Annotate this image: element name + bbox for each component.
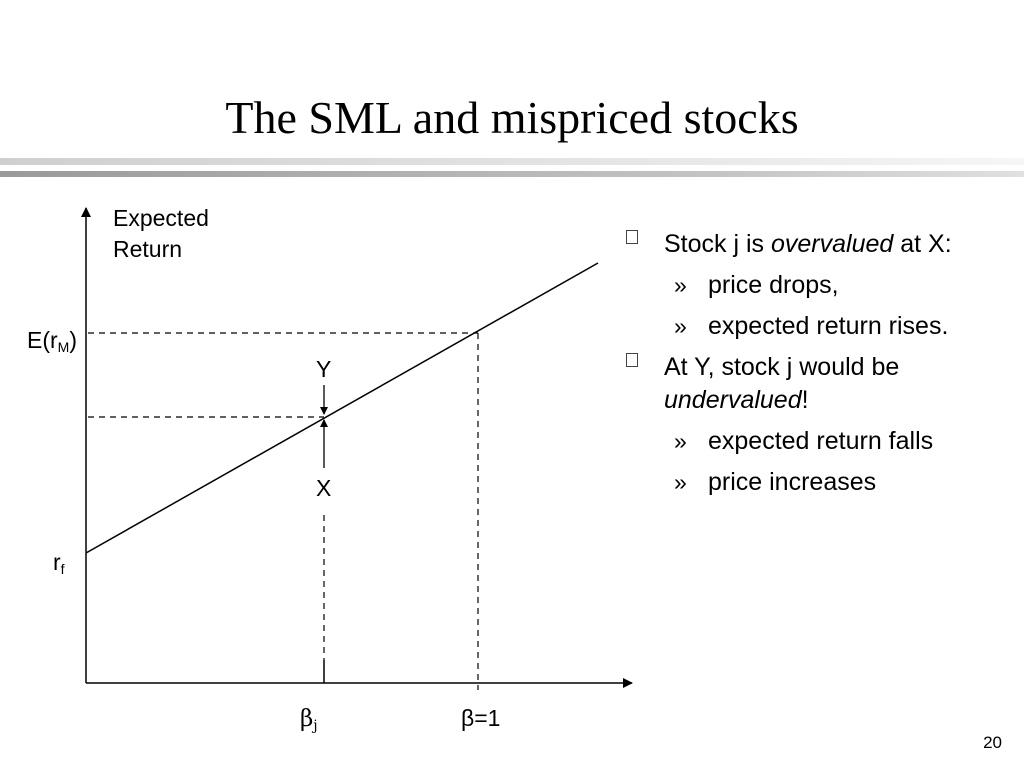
expected-market-return-label: E(rM)	[27, 327, 78, 355]
risk-free-rate-label: rf	[53, 549, 65, 577]
bullet-box-icon	[626, 230, 638, 244]
sub-bullet: » price increases	[622, 466, 1012, 499]
sml-diagram	[81, 207, 633, 690]
title-rule-top	[0, 158, 1024, 165]
sub-bullet: » price drops,	[622, 269, 1012, 302]
y-axis-label-line2: Return	[113, 236, 183, 262]
sub-bullet: » expected return falls	[622, 425, 1012, 458]
bullet-undervalued: At Y, stock j would be undervalued!	[622, 351, 1012, 417]
chevron-right-double-icon: »	[674, 272, 687, 298]
point-x-label: X	[316, 475, 332, 501]
bullet-overvalued: Stock j is overvalued at X:	[622, 228, 1012, 261]
beta-j-label: βj	[300, 706, 318, 734]
point-y-label: Y	[316, 356, 332, 382]
chevron-right-double-icon: »	[674, 428, 687, 454]
sub-bullet: » expected return rises.	[622, 310, 1012, 343]
sml-line	[85, 262, 599, 554]
bullet-box-icon	[626, 353, 638, 367]
slide-title-text: The SML and mispriced stocks	[225, 92, 799, 143]
slide-title: The SML and mispriced stocks	[0, 88, 1024, 148]
explanation-bullets: Stock j is overvalued at X: » price drops…	[622, 228, 1012, 507]
page-number: 20	[983, 733, 1002, 752]
title-rule-bottom	[0, 171, 1024, 177]
y-axis-label-line1: Expected	[113, 205, 209, 231]
chevron-right-double-icon: »	[674, 313, 687, 339]
beta-one-label: β=1	[461, 705, 501, 731]
chevron-right-double-icon: »	[674, 469, 687, 495]
